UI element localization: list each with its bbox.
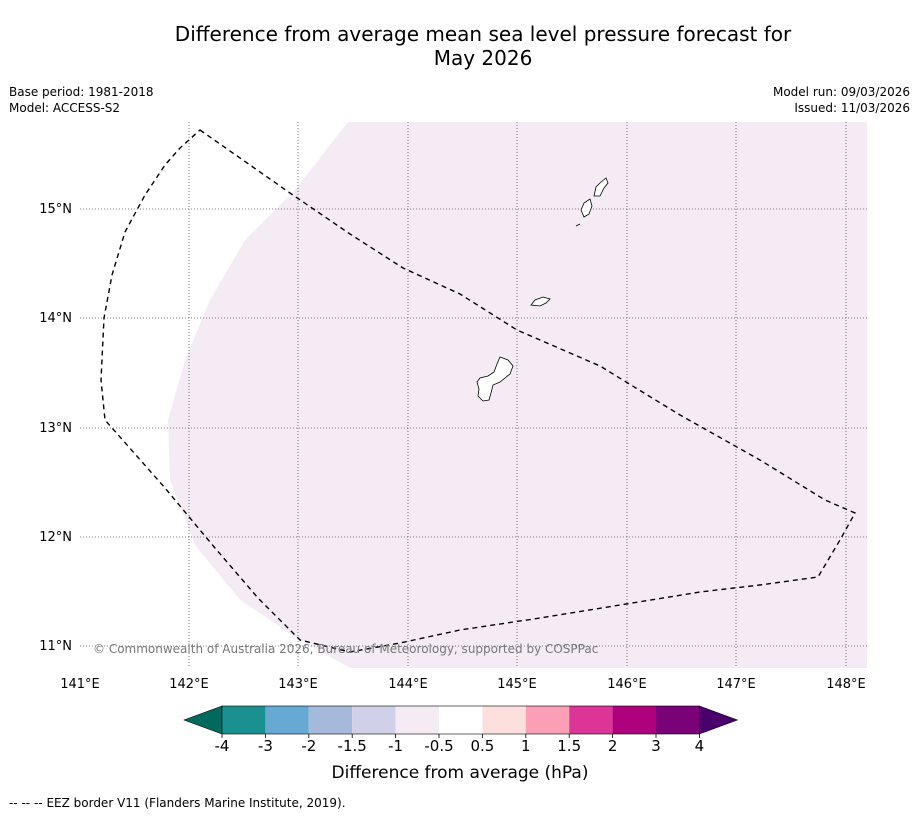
colorbar-segment xyxy=(395,706,439,734)
colorbar-segment xyxy=(612,706,656,734)
lat-label-12: 12°N xyxy=(39,530,72,545)
lat-label-15: 15°N xyxy=(39,202,72,217)
colorbar-segment xyxy=(656,706,700,734)
colorbar-segment xyxy=(525,706,570,734)
colorbar-outline xyxy=(221,705,700,735)
island-aguijan xyxy=(575,223,581,227)
model-name: Model: ACCESS-S2 xyxy=(9,101,121,115)
island-saipan xyxy=(593,177,609,197)
colorbar-segment xyxy=(308,706,353,734)
colorbar-segment xyxy=(439,706,483,734)
pressure-anomaly-region xyxy=(168,122,867,668)
colorbar-segment xyxy=(222,706,266,734)
colorbar-tick-label: -2 xyxy=(301,737,316,755)
colorbar-segment xyxy=(569,706,613,734)
gridlines xyxy=(80,122,867,668)
issued-date: Issued: 11/03/2026 xyxy=(794,101,910,115)
lon-label-144: 144°E xyxy=(388,677,428,692)
colorbar-tick-label: 0.5 xyxy=(470,737,494,755)
eez-border xyxy=(100,129,856,653)
colorbar-tick-label: -3 xyxy=(258,737,273,755)
meta-left: Base period: 1981-2018 Model: ACCESS-S2 xyxy=(9,84,154,116)
colorbar-label: Difference from average (hPa) xyxy=(332,763,589,783)
base-period: Base period: 1981-2018 xyxy=(9,85,154,99)
colorbar-tick-label: 1.5 xyxy=(557,737,581,755)
colorbar-tick-label: -4 xyxy=(215,737,230,755)
colorbar-segment xyxy=(352,706,396,734)
colorbar-extend-min xyxy=(183,705,223,735)
colorbar-tick-label: 1 xyxy=(521,737,531,755)
lon-label-142: 142°E xyxy=(169,677,209,692)
colorbar-tick-label: -1 xyxy=(388,737,403,755)
eez-legend: -- -- -- EEZ border V11 (Flanders Marine… xyxy=(9,796,346,810)
title-line-1: Difference from average mean sea level p… xyxy=(174,22,792,46)
lon-label-147: 147°E xyxy=(716,677,756,692)
lat-label-13: 13°N xyxy=(39,421,72,436)
eez-legend-text: EEZ border V11 (Flanders Marine Institut… xyxy=(46,796,346,810)
colorbar-tick-label: -1.5 xyxy=(338,737,367,755)
lat-label-11: 11°N xyxy=(39,639,72,654)
lon-label-141: 141°E xyxy=(60,677,100,692)
island-tinian xyxy=(580,198,593,218)
colorbar-tick-label: 4 xyxy=(695,737,705,755)
lon-label-145: 145°E xyxy=(497,677,537,692)
copyright-notice: © Commonwealth of Australia 2026, Bureau… xyxy=(93,642,598,656)
colorbar: -4 -3 -2 -1.5 -1 -0.5 0.5 1 1.5 2 3 4 xyxy=(183,705,739,755)
colorbar-tick-label: 2 xyxy=(608,737,618,755)
lon-labels: 141°E 142°E 143°E 144°E 145°E 146°E 147°… xyxy=(60,677,866,692)
model-run: Model run: 09/03/2026 xyxy=(772,85,910,99)
islands xyxy=(476,177,609,402)
meta-right: Model run: 09/03/2026 Issued: 11/03/2026 xyxy=(773,84,910,116)
colorbar-tick-label: 3 xyxy=(651,737,661,755)
island-guam xyxy=(476,356,514,402)
title-line-2: May 2026 xyxy=(433,46,533,70)
colorbar-segment xyxy=(482,706,526,734)
lon-label-143: 143°E xyxy=(278,677,318,692)
lat-label-14: 14°N xyxy=(39,311,72,326)
lat-labels: 15°N 14°N 13°N 12°N 11°N xyxy=(39,202,72,654)
lon-label-148: 148°E xyxy=(826,677,866,692)
colorbar-extend-max xyxy=(699,705,739,735)
lon-label-146: 146°E xyxy=(607,677,647,692)
island-rota xyxy=(530,296,551,307)
chart-title: Difference from average mean sea level p… xyxy=(0,22,919,70)
colorbar-tick-label: -0.5 xyxy=(424,737,453,755)
colorbar-segment xyxy=(265,706,309,734)
eez-legend-symbol: -- -- -- xyxy=(9,796,43,810)
